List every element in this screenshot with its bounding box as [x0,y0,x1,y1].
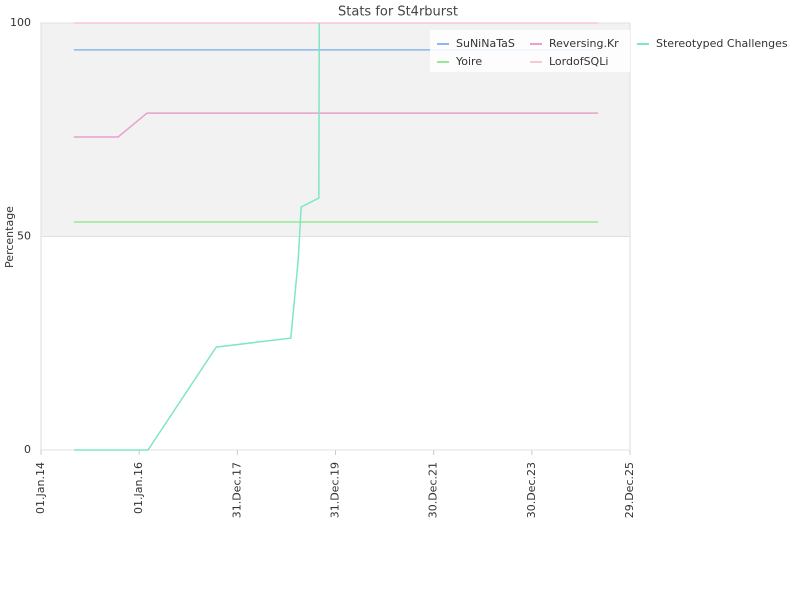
series-line [73,22,321,451]
x-tick-label: 01.Jan.14 [34,462,47,514]
x-tick-label: 29.Dec.25 [623,462,636,518]
y-tick-label: 50 [17,230,31,243]
legend-label: LordofSQLi [549,55,608,68]
y-tick-label: 100 [10,16,31,29]
legend-label: Reversing.Kr [549,37,619,50]
legend-label: Yoire [455,55,482,68]
chart-title: Stats for St4rburst [338,5,458,20]
legend-item: LordofSQLi [530,55,608,68]
series-line [73,112,599,138]
legend-item: SuNiNaTaS [437,37,515,50]
legend-label: Stereotyped Challenges [656,37,788,50]
y-tick-label: 0 [24,443,31,456]
legend-item: Stereotyped Challenges [637,37,788,50]
legend-box [430,30,630,72]
y-axis-label: Percentage [3,206,16,268]
legend-item: Yoire [437,55,482,68]
x-tick-label: 31.Dec.19 [329,462,342,518]
x-tick-label: 30.Dec.21 [427,462,440,518]
legend-label: SuNiNaTaS [456,37,515,50]
x-tick-label: 01.Jan.16 [132,462,145,514]
x-tick-label: 31.Dec.17 [230,462,243,518]
legend-item: Reversing.Kr [530,37,619,50]
x-tick-label: 30.Dec.23 [525,462,538,518]
